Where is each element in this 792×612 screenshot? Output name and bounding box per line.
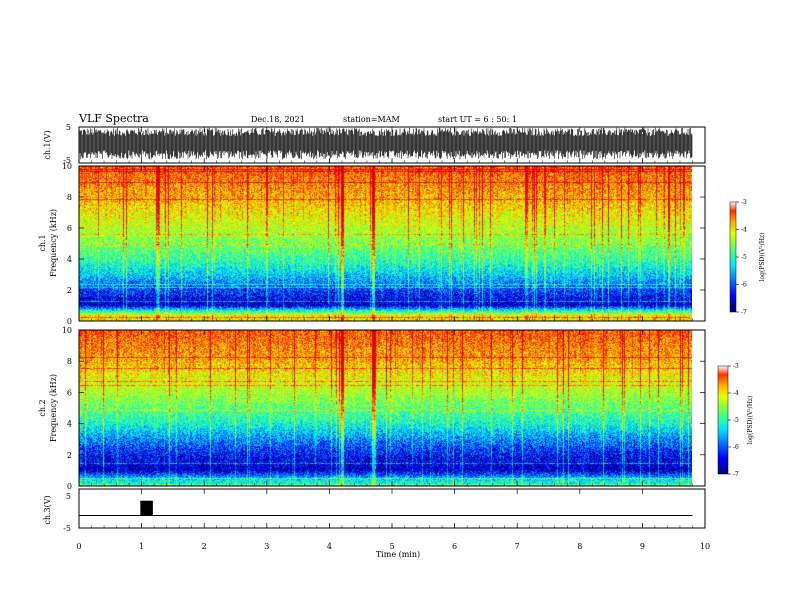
ch3-panel: 5 -5 ch.3(V) — [43, 488, 706, 533]
ch1-spectrogram-holder — [79, 166, 692, 321]
colorbar-tick-label--7: -7 — [733, 471, 739, 478]
freq-tick-label-4: 4 — [67, 420, 72, 429]
time-axis-ticks: 0 1 2 3 4 5 6 7 8 9 10 — [76, 127, 710, 551]
colorbar-tick-label--3: -3 — [733, 363, 739, 370]
colorbar-tick-label--4: -4 — [741, 227, 747, 234]
ch2-freq-ticks: 0 2 4 6 8 10 — [62, 326, 705, 491]
ch3-ytick-top: 5 — [66, 492, 71, 501]
ch3-ylabel: ch.3(V) — [43, 495, 52, 524]
freq-tick-label-2: 2 — [67, 286, 72, 295]
ch3-ytick-bottom: -5 — [63, 524, 71, 533]
x-tick-label-6: 6 — [452, 542, 457, 551]
ch1-freq-ticks: 0 2 4 6 8 10 — [62, 162, 705, 326]
ch1-colorbar-ticks: -3 -4 -5 -6 -7 — [736, 199, 747, 316]
ch1-spec-ylabel-freq: Frequency (kHz) — [49, 209, 58, 277]
ch2-colorbar-strip — [717, 365, 729, 475]
freq-tick-label-6: 6 — [67, 388, 72, 397]
ch1-waveform-trace — [79, 127, 693, 160]
x-tick-label-4: 4 — [327, 542, 332, 551]
freq-tick-label-10: 10 — [62, 326, 72, 335]
x-tick-label-7: 7 — [515, 542, 520, 551]
x-axis-label: Time (min) — [376, 550, 420, 559]
colorbar-tick-label--6: -6 — [733, 444, 739, 451]
ch2-spec-ylabel-channel: ch.2 — [38, 399, 47, 416]
x-tick-label-0: 0 — [76, 542, 81, 551]
ch3-pulse — [140, 500, 153, 516]
x-tick-label-8: 8 — [577, 542, 582, 551]
date-label: Dec.18, 2021 — [251, 115, 305, 124]
x-tick-label-5: 5 — [389, 542, 394, 551]
ch1-ytick-bottom: -5 — [63, 156, 71, 165]
ch2-spectrogram-panel: 0 2 4 6 8 10 ch.2 Frequency (kHz) — [38, 326, 706, 491]
ch2-spectrogram-holder — [79, 330, 692, 486]
x-tick-label-9: 9 — [640, 542, 645, 551]
freq-tick-label-0: 0 — [67, 317, 72, 326]
freq-tick-label-4: 4 — [67, 255, 72, 264]
x-tick-label-10: 10 — [700, 542, 710, 551]
ch1-spectrogram-panel: 0 2 4 6 8 10 ch.1 Frequency (kHz) — [38, 162, 706, 326]
freq-tick-label-8: 8 — [67, 357, 72, 366]
x-tick-label-2: 2 — [202, 542, 207, 551]
colorbar-tick-label--5: -5 — [741, 254, 747, 261]
colorbar-tick-label--6: -6 — [741, 282, 747, 289]
ch1-colorbar-strip — [729, 201, 737, 313]
start-time-label: start UT = 6 : 50: 1 — [438, 115, 517, 124]
freq-tick-label-6: 6 — [67, 224, 72, 233]
freq-tick-label-10: 10 — [62, 162, 72, 171]
ch1-colorbar-label: log(PSD)(V²/Hz) — [759, 233, 766, 282]
ch1-spectrogram-image — [79, 166, 692, 321]
x-tick-label-1: 1 — [139, 542, 144, 551]
ch2-colorbar: -3 -4 -5 -6 -7 log(PSD)(V²/Hz) — [717, 363, 754, 478]
ch1-waveform-panel: 5 -5 ch.1(V) — [43, 123, 706, 165]
ch2-colorbar-label: log(PSD)(V²/Hz) — [747, 396, 754, 445]
x-tick-label-3: 3 — [264, 542, 269, 551]
ch2-colorbar-ticks: -3 -4 -5 -6 -7 — [728, 363, 739, 478]
ch1-spec-ylabel-channel: ch.1 — [38, 234, 47, 251]
station-label: station=MAM — [343, 115, 400, 124]
ch2-spectrogram-image — [79, 330, 692, 486]
ch1-ytick-top: 5 — [66, 123, 71, 132]
freq-tick-label-2: 2 — [67, 451, 72, 460]
freq-tick-label-8: 8 — [67, 193, 72, 202]
ch3-frame — [78, 488, 706, 529]
figure-title: VLF Spectra — [78, 112, 149, 125]
ch1-ylabel: ch.1(V) — [43, 130, 52, 159]
colorbar-tick-label--5: -5 — [733, 417, 739, 424]
ch1-colorbar: -3 -4 -5 -6 -7 log(PSD)(V²/Hz) — [729, 199, 766, 316]
freq-tick-label-0: 0 — [67, 482, 72, 491]
ch2-spec-ylabel-freq: Frequency (kHz) — [49, 374, 58, 442]
colorbar-tick-label--4: -4 — [733, 390, 739, 397]
colorbar-tick-label--7: -7 — [741, 309, 747, 316]
colorbar-tick-label--3: -3 — [741, 199, 747, 206]
